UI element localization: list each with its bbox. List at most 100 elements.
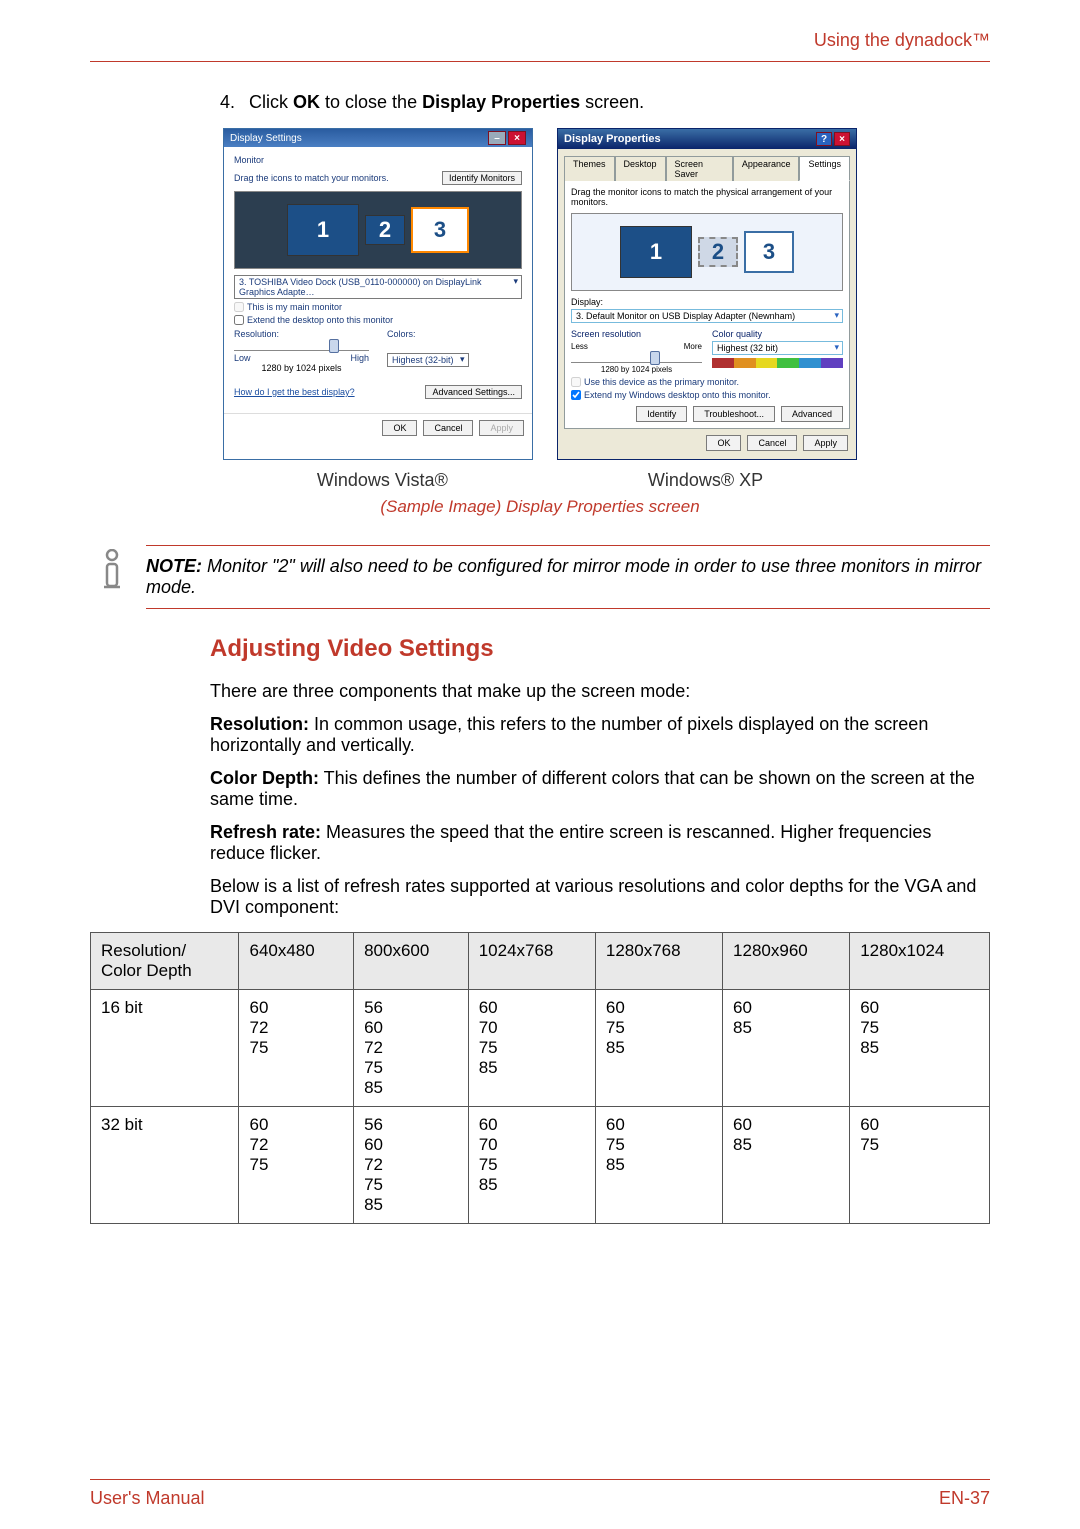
xp-apply-button[interactable]: Apply (803, 435, 848, 451)
checkbox-icon[interactable] (571, 377, 581, 387)
tab-desktop[interactable]: Desktop (615, 156, 666, 181)
vista-dialog: Display Settings – × Monitor Drag the ic… (223, 128, 533, 460)
monitor-2[interactable]: 2 (698, 237, 738, 267)
tab-appearance[interactable]: Appearance (733, 156, 800, 181)
screenshots-row: Display Settings – × Monitor Drag the ic… (90, 128, 990, 460)
xp-cq-label: Color quality (712, 329, 843, 339)
step-4: 4. Click OK to close the Display Propert… (220, 92, 990, 113)
vista-resolution-field: Resolution: Low High 1280 by 1024 pixels (234, 329, 369, 373)
vista-chk-main[interactable]: This is my main monitor (234, 302, 522, 312)
xp-title-text: Display Properties (564, 133, 661, 145)
xp-identify-button[interactable]: Identify (636, 406, 687, 422)
monitor-1[interactable]: 1 (287, 204, 359, 256)
th-1: 640x480 (239, 933, 354, 990)
th-6: 1280x1024 (850, 933, 990, 990)
xp-ok-button[interactable]: OK (706, 435, 741, 451)
step-ok: OK (293, 92, 320, 112)
figure-caption: (Sample Image) Display Properties screen (90, 497, 990, 517)
xp-less: Less (571, 342, 588, 351)
color-quality-bar (712, 358, 843, 368)
monitor-3[interactable]: 3 (744, 231, 794, 273)
checkbox-icon[interactable] (234, 302, 244, 312)
vista-chk-extend[interactable]: Extend the desktop onto this monitor (234, 315, 522, 325)
vista-footer: OK Cancel Apply (224, 413, 532, 442)
step-text-post: screen. (580, 92, 644, 112)
vista-titlebar: Display Settings – × (224, 129, 532, 147)
vista-title-text: Display Settings (230, 133, 302, 144)
xp-chk-primary[interactable]: Use this device as the primary monitor. (571, 377, 843, 387)
xp-monitor-canvas[interactable]: 1 2 3 (571, 213, 843, 291)
tab-themes[interactable]: Themes (564, 156, 615, 181)
vista-colors-label: Colors: (387, 329, 522, 339)
xp-dialog: Display Properties ? × Themes Desktop Sc… (557, 128, 857, 460)
xp-troubleshoot-button[interactable]: Troubleshoot... (693, 406, 775, 422)
xp-tabs: Themes Desktop Screen Saver Appearance S… (558, 149, 856, 180)
tab-screensaver[interactable]: Screen Saver (666, 156, 733, 181)
para-refresh: Refresh rate: Measures the speed that th… (210, 822, 990, 864)
step-num: 4. (220, 92, 244, 113)
th-5: 1280x960 (723, 933, 850, 990)
xp-display-select[interactable]: 3. Default Monitor on USB Display Adapte… (571, 309, 843, 323)
xp-cq-select[interactable]: Highest (32 bit) (712, 341, 843, 355)
top-rule (90, 61, 990, 62)
vista-monitor-label: Monitor (234, 155, 522, 165)
xp-titlebar: Display Properties ? × (558, 129, 856, 149)
step-text-mid: to close the (320, 92, 422, 112)
close-icon[interactable]: × (508, 131, 526, 145)
vista-ok-button[interactable]: OK (382, 420, 417, 436)
th-3: 1024x768 (468, 933, 595, 990)
monitor-3[interactable]: 3 (411, 207, 469, 253)
para-intro: There are three components that make up … (210, 681, 990, 702)
xp-cancel-button[interactable]: Cancel (747, 435, 797, 451)
vista-res-label: Resolution: (234, 329, 369, 339)
note-label: NOTE: (146, 556, 202, 576)
xp-advanced-button[interactable]: Advanced (781, 406, 843, 422)
close-icon[interactable]: × (834, 132, 850, 146)
vista-monitor-canvas[interactable]: 1 2 3 (234, 191, 522, 269)
tab-settings[interactable]: Settings (799, 156, 850, 181)
vista-res-value: 1280 by 1024 pixels (234, 363, 369, 373)
note-block: NOTE: Monitor "2" will also need to be c… (90, 545, 990, 609)
vista-drag-text: Drag the icons to match your monitors. (234, 173, 389, 183)
monitor-2[interactable]: 2 (365, 215, 405, 245)
xp-res-label: Screen resolution (571, 329, 702, 339)
help-icon[interactable]: ? (816, 132, 832, 146)
refresh-rate-table: Resolution/ Color Depth 640x480 800x600 … (90, 932, 990, 1224)
checkbox-icon[interactable] (234, 315, 244, 325)
vista-help-link[interactable]: How do I get the best display? (234, 387, 355, 397)
para-colordepth: Color Depth: This defines the number of … (210, 768, 990, 810)
note-text: Monitor "2" will also need to be configu… (146, 556, 981, 597)
vista-cancel-button[interactable]: Cancel (423, 420, 473, 436)
slider-low: Low (234, 353, 251, 363)
note-body: NOTE: Monitor "2" will also need to be c… (146, 545, 990, 609)
minimize-icon[interactable]: – (488, 131, 506, 145)
checkbox-icon[interactable] (571, 390, 581, 400)
resolution-slider[interactable] (234, 343, 369, 351)
xp-res-value: 1280 by 1024 pixels (571, 365, 702, 374)
table-row: 16 bit 60 72 75 56 60 72 75 85 60 70 75 … (91, 990, 990, 1107)
section-heading: Adjusting Video Settings (210, 635, 990, 663)
monitor-1[interactable]: 1 (620, 226, 692, 278)
info-icon (90, 545, 134, 591)
vista-colors-select[interactable]: Highest (32-bit) (387, 353, 469, 367)
xp-display-label: Display: (571, 297, 843, 307)
vista-apply-button[interactable]: Apply (479, 420, 524, 436)
th-4: 1280x768 (595, 933, 722, 990)
step-text-pre: Click (249, 92, 293, 112)
para-resolution: Resolution: In common usage, this refers… (210, 714, 990, 756)
identify-monitors-button[interactable]: Identify Monitors (442, 171, 522, 185)
vista-display-select[interactable]: 3. TOSHIBA Video Dock (USB_0110-000000) … (234, 275, 522, 299)
table-header-row: Resolution/ Color Depth 640x480 800x600 … (91, 933, 990, 990)
xp-caption: Windows® XP (648, 470, 763, 491)
footer-right: EN-37 (939, 1488, 990, 1509)
advanced-settings-button[interactable]: Advanced Settings... (425, 385, 522, 399)
step-dp: Display Properties (422, 92, 580, 112)
xp-chk-extend[interactable]: Extend my Windows desktop onto this moni… (571, 390, 843, 400)
slider-high: High (350, 353, 369, 363)
th-0: Resolution/ Color Depth (91, 933, 239, 990)
xp-drag-text: Drag the monitor icons to match the phys… (571, 187, 843, 207)
xp-more: More (684, 342, 702, 351)
table-row: 32 bit 60 72 75 56 60 72 75 85 60 70 75 … (91, 1107, 990, 1224)
xp-resolution-slider[interactable] (571, 355, 702, 363)
footer-left: User's Manual (90, 1488, 204, 1509)
